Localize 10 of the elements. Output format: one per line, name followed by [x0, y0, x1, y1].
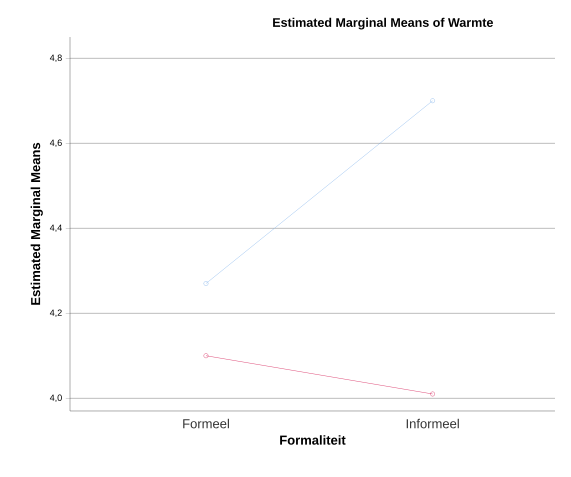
chart-title: Estimated Marginal Means of Warmte [273, 18, 493, 30]
y-axis-title: Estimated Marginal Means [30, 142, 43, 305]
y-tick-label: 4,4 [50, 224, 62, 232]
y-tick-label: 4,6 [50, 140, 62, 147]
x-axis-title: Formaliteit [280, 435, 346, 445]
x-tick-label: Formeel [183, 418, 229, 428]
x-tick-label: Informeel [406, 418, 459, 428]
y-tick-label: 4,2 [50, 310, 62, 317]
y-tick-label: 4,0 [50, 394, 62, 402]
y-tick-label: 4,8 [50, 54, 62, 62]
